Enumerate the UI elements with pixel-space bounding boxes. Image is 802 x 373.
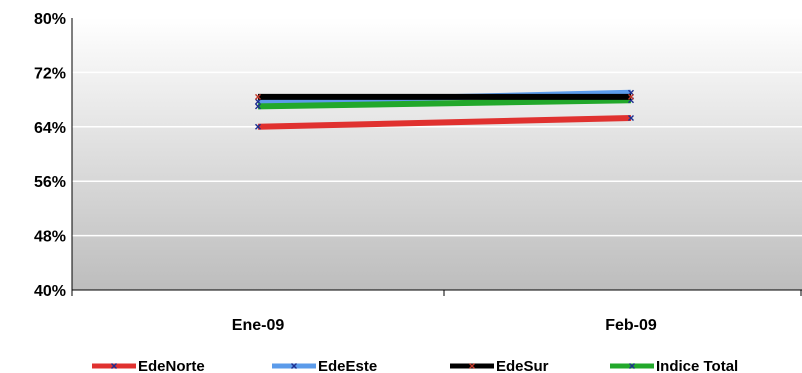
y-tick-label: 40% (34, 283, 66, 300)
legend-label: EdeNorte (138, 358, 205, 373)
plot-area (72, 18, 802, 290)
y-tick-label: 56% (34, 174, 66, 191)
x-tick-label: Ene-09 (232, 317, 285, 334)
y-tick-label: 72% (34, 65, 66, 82)
legend-label: Indice Total (656, 358, 738, 373)
y-tick-label: 64% (34, 120, 66, 137)
data-point-edesur (628, 93, 634, 100)
legend-item-edesur[interactable]: EdeSur (450, 358, 549, 373)
legend-label: EdeSur (496, 358, 549, 373)
legend[interactable]: EdeNorte EdeEste EdeSur Indice Total (92, 358, 738, 373)
data-point-indice-total (255, 103, 261, 110)
legend-item-edeeste[interactable]: EdeEste (272, 358, 377, 373)
data-point-edeeste (255, 98, 261, 105)
y-axis-ticks: 40% 48% 56% 64% 72% 80% (34, 11, 66, 300)
legend-label: EdeEste (318, 358, 377, 373)
y-tick-label: 48% (34, 229, 66, 246)
series-line-indice-total (257, 97, 632, 110)
x-axis-ticks: Ene-09 Feb-09 (232, 317, 657, 334)
legend-item-indice-total[interactable]: Indice Total (610, 358, 738, 373)
data-point-edenorte (628, 114, 634, 121)
series-line-edenorte (257, 114, 632, 130)
x-tick-label: Feb-09 (605, 317, 657, 334)
legend-item-edenorte[interactable]: EdeNorte (92, 358, 205, 373)
gridlines (72, 17, 802, 237)
data-point-edesur (255, 93, 261, 100)
y-tick-label: 80% (34, 11, 66, 28)
series-lines (255, 89, 634, 130)
data-point-edenorte (255, 123, 261, 130)
axes (71, 18, 802, 296)
